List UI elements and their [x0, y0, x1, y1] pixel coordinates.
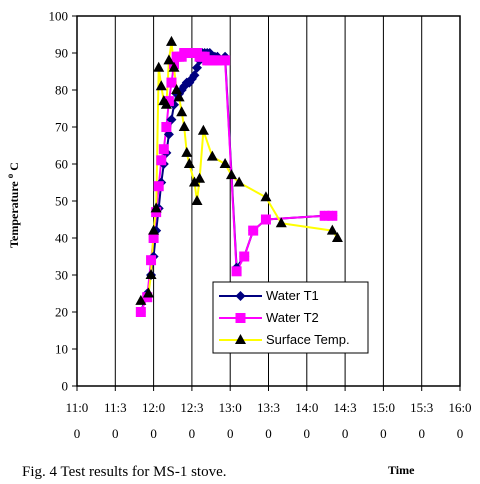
x-tick-label-continued: 0 — [74, 426, 81, 441]
water-t2-point — [260, 214, 271, 225]
surface-temp-point — [183, 158, 195, 168]
surface-temp-point — [260, 191, 272, 202]
legend-item-surface-temp: Surface Temp. — [219, 332, 350, 347]
y-axis-label: Temperature o C — [2, 162, 21, 248]
surface-temp-point — [142, 287, 154, 298]
x-tick-label-continued: 0 — [150, 426, 157, 441]
legend: Water T1 Water T2 Surface Temp. — [212, 281, 369, 354]
water-t2-point — [248, 225, 259, 236]
x-tick-label: 12:3 — [180, 400, 203, 415]
y-tick-label: 0 — [62, 379, 69, 394]
x-tick-label: 11:0 — [66, 400, 89, 415]
y-tick-label: 50 — [55, 194, 68, 209]
water-t2-point — [163, 96, 174, 107]
x-tick-label-continued: 0 — [189, 426, 196, 441]
legend-label-water-t2: Water T2 — [266, 310, 319, 325]
surface-temp-point — [181, 146, 193, 157]
x-tick-label: 14:3 — [334, 400, 357, 415]
triangle-marker — [235, 334, 246, 344]
surface-temp-point — [326, 224, 338, 235]
x-tick-label-continued: 0 — [380, 426, 387, 441]
water-t2-point — [161, 122, 172, 132]
x-tick-label: 13:0 — [219, 400, 242, 415]
x-tick-label: 11:3 — [104, 400, 127, 415]
y-axis-label-unit: C — [7, 162, 21, 171]
x-tick-label: 15:3 — [410, 400, 433, 415]
water-t2-point — [327, 210, 338, 221]
diamond-marker — [235, 291, 246, 301]
water-t2-point — [166, 77, 177, 88]
surface-temp-point — [135, 294, 147, 305]
x-tick-label-continued: 0 — [265, 426, 272, 441]
water-t2-point — [135, 307, 146, 317]
figure-caption: Fig. 4 Test results for MS-1 stove. — [22, 464, 227, 480]
surface-temp-point — [153, 61, 165, 72]
surface-temp-point — [145, 269, 157, 279]
surface-temp-point — [233, 176, 245, 187]
surface-temp-point — [331, 232, 343, 242]
x-tick-label: 15:0 — [372, 400, 395, 415]
x-tick-label: 16:0 — [448, 400, 471, 415]
surface-temp-point — [194, 172, 206, 183]
surface-temp-point — [150, 202, 162, 213]
water-t2-point — [153, 181, 164, 192]
surface-temp-point — [173, 91, 185, 102]
x-axis: 11:0 0 11:3 0 12:0 0 12:3 0 13:0 0 13:3 0 14:0 0 14:3 0… — [66, 386, 472, 441]
surface-temp-point — [225, 169, 237, 180]
legend-label-water-t1: Water T1 — [266, 288, 319, 303]
water-t2-point — [319, 210, 330, 221]
y-axis: 0 10 20 30 40 50 60 70 80 90 100 — [49, 9, 77, 394]
surface-temp-point — [163, 54, 175, 65]
surface-temp-point — [171, 84, 183, 94]
legend-item-water-t2: Water T2 — [219, 310, 319, 325]
water-t2-point — [231, 266, 242, 277]
x-tick-label: 12:0 — [142, 400, 165, 415]
series-layer — [135, 35, 343, 317]
y-tick-label: 40 — [55, 231, 68, 246]
x-tick-label-continued: 0 — [457, 426, 464, 441]
x-tick-label-continued: 0 — [112, 426, 119, 441]
y-tick-label: 80 — [55, 83, 68, 98]
legend-item-water-t1: Water T1 — [219, 288, 319, 303]
y-tick-label: 20 — [55, 305, 68, 320]
water-t2-point — [148, 233, 159, 243]
surface-temp-point — [168, 61, 180, 72]
surface-temp-point — [155, 80, 167, 91]
surface-temp-point — [188, 176, 200, 187]
y-axis-label-degree: o — [5, 173, 15, 178]
water-t2-point — [146, 255, 157, 266]
surface-temp-point — [178, 121, 190, 131]
surface-temp-point — [275, 217, 287, 228]
surface-temp-point — [191, 195, 203, 205]
water-t2-point — [156, 155, 167, 166]
x-tick-label-continued: 0 — [304, 426, 311, 441]
surface-temp-point — [160, 98, 172, 109]
surface-temp-point — [197, 124, 209, 135]
x-tick-label-continued: 0 — [342, 426, 349, 441]
x-tick-label-continued: 0 — [227, 426, 234, 441]
water-t2-point — [212, 55, 223, 66]
y-tick-label: 100 — [49, 9, 69, 24]
water-t2-point — [220, 55, 231, 66]
y-tick-label: 10 — [55, 342, 68, 357]
y-tick-label: 90 — [55, 46, 68, 61]
surface-temp-point — [148, 224, 160, 235]
y-tick-label: 60 — [55, 157, 68, 172]
legend-label-surface-temp: Surface Temp. — [266, 332, 350, 347]
x-tick-label: 13:3 — [257, 400, 280, 415]
y-axis-label-text: Temperature — [7, 181, 21, 248]
x-tick-label-continued: 0 — [418, 426, 425, 441]
water-t2-point — [239, 251, 250, 262]
surface-temp-point — [176, 106, 188, 117]
surface-temp-point — [219, 158, 231, 168]
x-axis-label: Time — [388, 463, 415, 477]
square-marker — [235, 313, 246, 323]
surface-temp-point — [165, 35, 177, 46]
y-tick-label: 30 — [55, 268, 68, 283]
x-tick-label: 14:0 — [295, 400, 318, 415]
water-t2-point — [158, 144, 169, 155]
surface-temp-point — [206, 150, 218, 161]
y-tick-label: 70 — [55, 120, 68, 135]
